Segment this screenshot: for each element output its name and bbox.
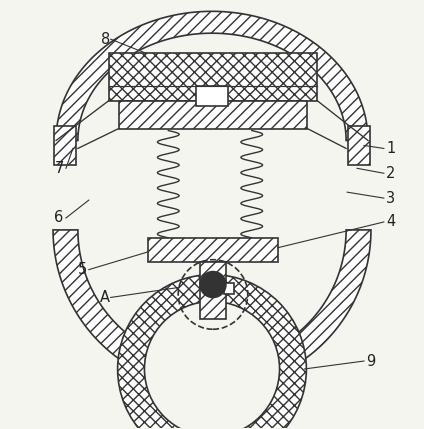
Circle shape [200, 272, 226, 297]
Bar [119, 101, 307, 129]
Text: 5: 5 [78, 262, 87, 277]
Text: 7: 7 [54, 161, 64, 176]
Bar [200, 262, 226, 319]
Text: A: A [100, 290, 110, 305]
Text: 3: 3 [386, 190, 396, 205]
Bar [348, 126, 370, 165]
Circle shape [117, 275, 307, 429]
Text: 4: 4 [386, 214, 396, 230]
PathPatch shape [53, 230, 371, 389]
Bar [224, 283, 234, 294]
Text: 9: 9 [366, 353, 376, 369]
Circle shape [145, 302, 279, 429]
PathPatch shape [56, 11, 368, 140]
Bar [109, 53, 317, 101]
Text: 1: 1 [386, 141, 396, 156]
Bar [54, 126, 76, 165]
Text: 8: 8 [101, 32, 110, 47]
Bar [148, 238, 278, 262]
Text: 2: 2 [386, 166, 396, 181]
Bar [196, 86, 228, 106]
Text: 6: 6 [54, 211, 64, 226]
